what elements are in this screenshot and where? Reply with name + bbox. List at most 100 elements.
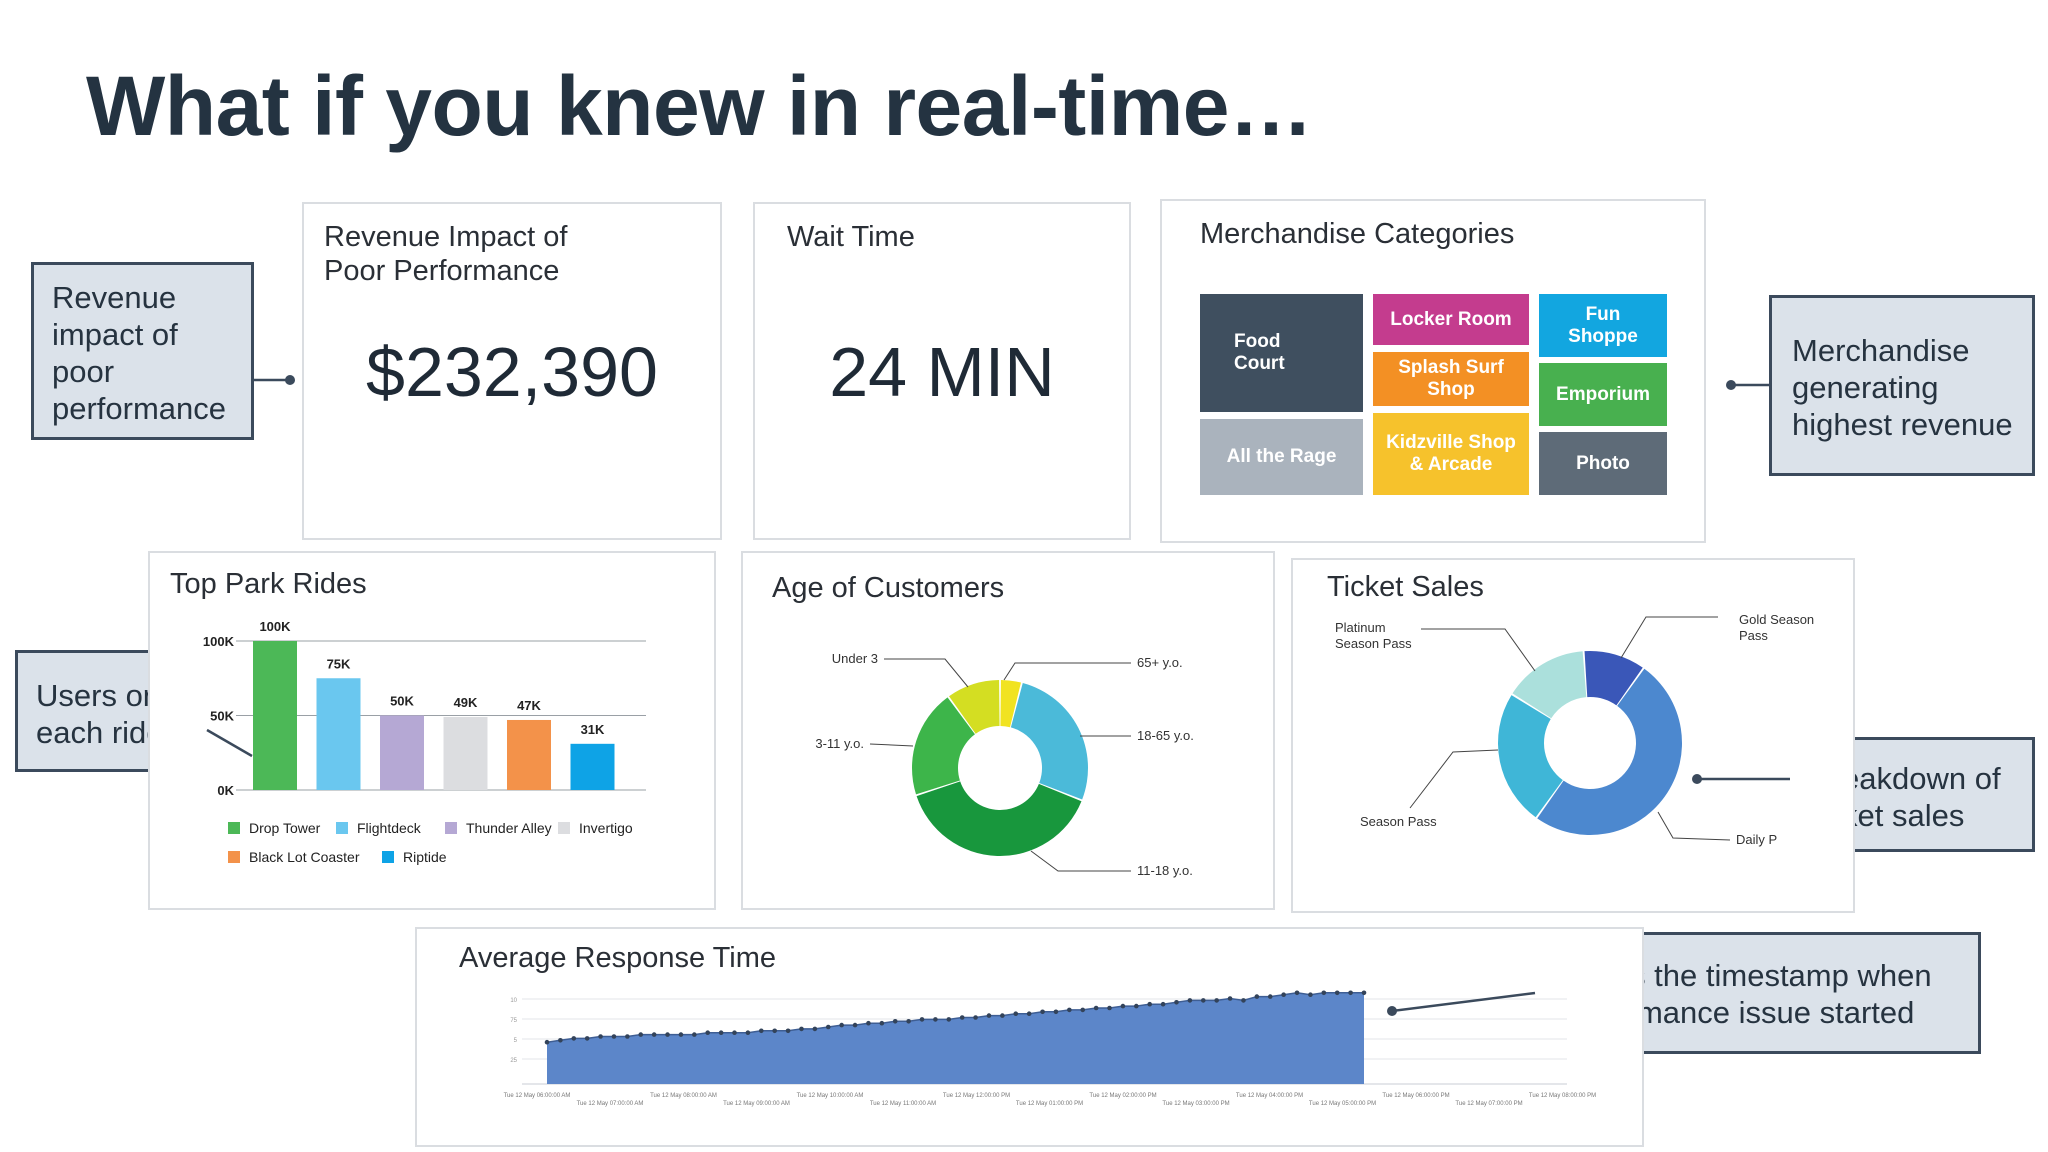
- x-tick-label: Tue 12 May 08:00:00 AM: [650, 1093, 717, 1099]
- treemap-tile[interactable]: Emporium: [1539, 363, 1667, 426]
- data-point: [1334, 990, 1340, 996]
- treemap-tile[interactable]: Kidzville Shop & Arcade: [1373, 413, 1529, 495]
- legend-swatch: [228, 851, 240, 863]
- legend-label: Flightdeck: [357, 820, 422, 836]
- treemap-tile-label: Kidzville Shop & Arcade: [1386, 432, 1516, 475]
- wait-time-value: 24 MIN: [829, 333, 1055, 411]
- x-tick-label: Tue 12 May 09:00:00 AM: [723, 1101, 790, 1107]
- top-rides-card: Top Park Rides 100K 50K 0K 100K 75K 50K 49K 47K…: [148, 551, 716, 910]
- leader-line: [884, 658, 969, 688]
- leader-line: [1620, 616, 1718, 659]
- slice-label: Pass: [1739, 628, 1768, 643]
- treemap-tile[interactable]: Food Court: [1200, 294, 1363, 412]
- data-point: [1013, 1011, 1019, 1016]
- leader-line: [869, 743, 914, 747]
- bar: [507, 719, 551, 790]
- data-point: [692, 1032, 697, 1037]
- age-title: Age of Customers: [772, 572, 1005, 604]
- treemap-tile[interactable]: Photo: [1539, 432, 1667, 495]
- slice-label: Platinum: [1335, 620, 1386, 635]
- revenue-callout: Revenue impact of poor performance: [31, 262, 254, 440]
- treemap-tile-label: Splash Surf Shop: [1398, 357, 1504, 400]
- age-chart: 65+ y.o. 18-65 y.o. 11-18 y.o. 3-11 y.o. Und…: [815, 651, 1194, 878]
- x-tick-label: Tue 12 May 06:00:00 AM: [504, 1093, 571, 1099]
- data-point: [772, 1028, 777, 1034]
- data-point: [1361, 990, 1367, 996]
- slice-label: 3-11 y.o.: [815, 736, 864, 751]
- data-point: [625, 1034, 630, 1039]
- x-tick-label: Tue 12 May 10:00:00 AM: [797, 1093, 864, 1099]
- data-point: [1040, 1009, 1045, 1015]
- x-tick-label: Tue 12 May 04:00:00 PM: [1236, 1093, 1303, 1099]
- x-tick-label: Tue 12 May 11:00:00 AM: [870, 1101, 936, 1107]
- x-tick-label: Tue 12 May 05:00:00 PM: [1309, 1101, 1376, 1107]
- data-point: [1174, 1000, 1179, 1005]
- legend-swatch: [558, 822, 570, 834]
- x-tick-label: Tue 12 May 03:00:00 PM: [1162, 1101, 1229, 1107]
- bar-value-label: 49K: [454, 695, 478, 710]
- data-point: [1134, 1003, 1139, 1009]
- slice-label: 65+ y.o.: [1137, 655, 1183, 670]
- tickets-slice: [1512, 651, 1587, 719]
- legend-label: Black Lot Coaster: [249, 849, 360, 865]
- age-slice: [916, 781, 1082, 857]
- bar-value-label: 47K: [517, 698, 541, 713]
- treemap-tile-label: Locker Room: [1390, 308, 1512, 330]
- slice-label: Season Pass: [1335, 636, 1412, 651]
- treemap-tile[interactable]: Splash Surf Shop: [1373, 352, 1529, 406]
- data-point: [705, 1030, 711, 1035]
- bar-value-label: 50K: [390, 694, 414, 709]
- top-rides-title: Top Park Rides: [170, 568, 367, 600]
- wait-time-card: Wait Time 24 MIN: [753, 202, 1131, 540]
- merch-connector-dot: [1726, 380, 1736, 390]
- data-point: [1294, 990, 1300, 996]
- legend-label: Drop Tower: [249, 820, 321, 836]
- data-point: [1026, 1011, 1032, 1016]
- data-point: [1254, 994, 1260, 999]
- data-point: [1308, 992, 1313, 997]
- data-point: [812, 1026, 818, 1032]
- bar: [570, 743, 615, 790]
- slide-title: What if you knew in real-time…: [86, 59, 1313, 153]
- data-point: [1000, 1013, 1005, 1018]
- data-point: [544, 1039, 550, 1045]
- legend-swatch: [445, 822, 457, 834]
- treemap-tile-label: Food Court: [1234, 331, 1285, 374]
- bar: [380, 715, 424, 790]
- legend-label: Riptide: [403, 849, 447, 865]
- x-tick-label: Tue 12 May 12:00:00 PM: [943, 1093, 1010, 1099]
- data-point: [986, 1013, 992, 1018]
- data-point: [839, 1022, 844, 1028]
- data-point: [1241, 998, 1246, 1003]
- slice-label: Season Pass: [1360, 814, 1437, 829]
- data-point: [598, 1034, 603, 1039]
- bar: [253, 641, 297, 790]
- data-point: [1267, 994, 1273, 999]
- revenue-impact-title: Revenue Impact of Poor Performance: [324, 221, 568, 287]
- revenue-impact-value: $232,390: [366, 333, 658, 411]
- legend-swatch: [382, 851, 394, 863]
- y-tick-label: 25: [510, 1058, 517, 1064]
- treemap-tile[interactable]: All the Rage: [1200, 419, 1363, 495]
- tickets-slice: [1537, 668, 1683, 836]
- x-tick-label: Tue 12 May 02:00:00 PM: [1089, 1093, 1156, 1099]
- data-point: [611, 1034, 617, 1039]
- data-point: [1147, 1001, 1153, 1007]
- data-point: [1080, 1007, 1086, 1013]
- treemap-tile[interactable]: Fun Shoppe: [1539, 294, 1667, 357]
- age-card: Age of Customers 65+ y.o. 18-65 y.o. 11-18…: [741, 551, 1275, 910]
- data-point: [1160, 1001, 1166, 1007]
- data-point: [665, 1032, 670, 1037]
- data-point: [1200, 998, 1206, 1003]
- leader-line: [1003, 662, 1131, 681]
- data-point: [852, 1022, 858, 1028]
- treemap-tile[interactable]: Locker Room: [1373, 294, 1529, 345]
- data-point: [1120, 1003, 1126, 1009]
- merchandise-title: Merchandise Categories: [1200, 218, 1515, 250]
- leader-line: [1421, 628, 1536, 672]
- data-point: [879, 1020, 885, 1026]
- data-point: [1067, 1007, 1072, 1013]
- legend-swatch: [336, 822, 348, 834]
- data-point: [1321, 990, 1327, 996]
